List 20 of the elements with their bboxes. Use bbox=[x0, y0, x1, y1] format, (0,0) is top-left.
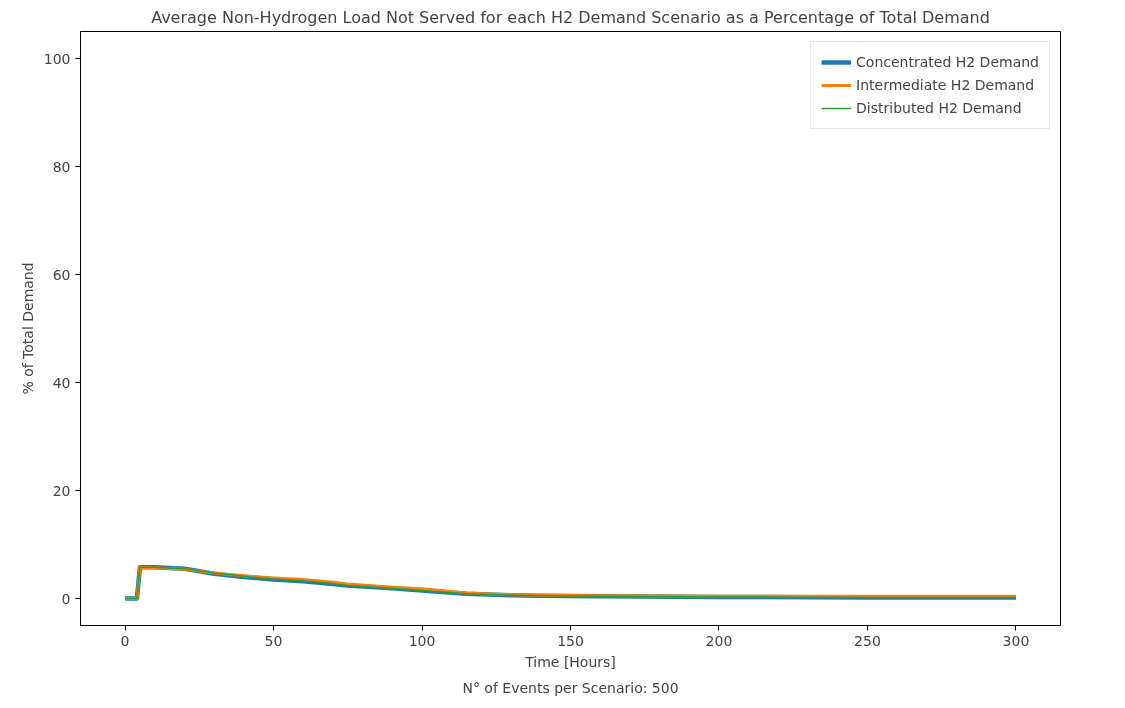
y-tick-label: 20 bbox=[52, 482, 71, 499]
legend-label: Intermediate H2 Demand bbox=[856, 77, 1035, 93]
x-tick-label: 200 bbox=[705, 632, 733, 649]
x-axis-title: Time [Hours] bbox=[524, 653, 616, 670]
y-tick-label: 100 bbox=[43, 50, 71, 67]
x-tick-label: 0 bbox=[120, 632, 130, 649]
chart-title: Average Non-Hydrogen Load Not Served for each H2 Demand Scenario as a Percentage of Total Demand bbox=[151, 7, 990, 27]
x-tick-label: 100 bbox=[408, 632, 436, 649]
x-tick-label: 250 bbox=[854, 632, 881, 649]
x-tick-label: 50 bbox=[264, 632, 283, 649]
legend-label: Concentrated H2 Demand bbox=[856, 54, 1039, 70]
x-tick-label: 300 bbox=[1002, 632, 1030, 649]
text: N° of Events per Scenario: 500 bbox=[462, 679, 679, 696]
y-tick-label: 60 bbox=[52, 266, 71, 283]
legend-label: Distributed H2 Demand bbox=[856, 100, 1022, 116]
y-tick-label: 40 bbox=[52, 374, 71, 391]
y-tick-label: 0 bbox=[61, 590, 71, 607]
y-tick-label: 80 bbox=[52, 158, 71, 175]
x-tick-label: 150 bbox=[557, 632, 584, 649]
y-axis-title: % of Total Demand bbox=[19, 262, 36, 395]
